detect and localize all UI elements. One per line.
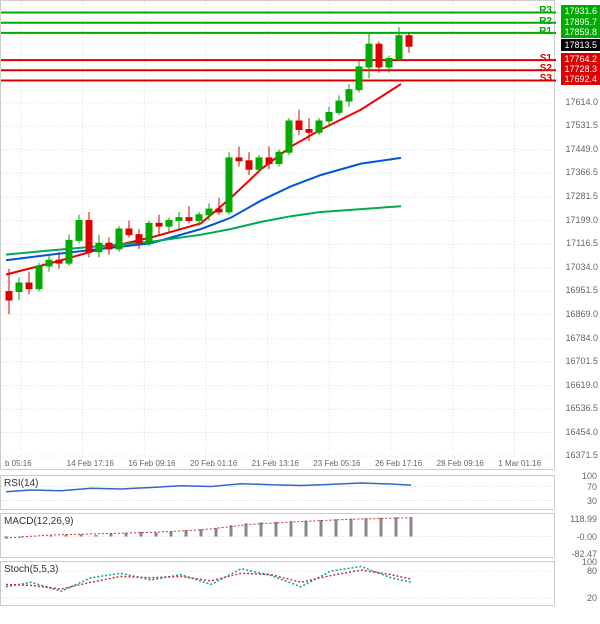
- x-axis-labels: b 05:16 14 Feb 17:16 16 Feb 09:16 20 Feb 01…: [0, 455, 555, 470]
- sr-value-label: 17859.8: [561, 26, 600, 38]
- main-price-chart[interactable]: [0, 0, 555, 470]
- rsi-y-tick: 30: [587, 496, 597, 506]
- y-tick-label: 16371.5: [565, 450, 598, 460]
- rsi-y-tick: 100: [582, 471, 597, 481]
- x-tick-label: 14 Feb 17:16: [67, 459, 114, 468]
- sr-name-label: S3: [540, 73, 552, 84]
- y-tick-label: 17199.0: [565, 215, 598, 225]
- sr-value-label: 17692.4: [561, 73, 600, 85]
- chart-canvas: [1, 1, 556, 471]
- x-tick-label: 26 Feb 17:16: [375, 459, 422, 468]
- x-tick-label: b 05:16: [5, 459, 32, 468]
- y-tick-label: 16701.5: [565, 356, 598, 366]
- stoch-canvas: [1, 562, 556, 607]
- y-tick-label: 16951.5: [565, 285, 598, 295]
- y-tick-label: 17034.0: [565, 262, 598, 272]
- stoch-y-tick: 100: [582, 557, 597, 567]
- y-tick-label: 17614.0: [565, 97, 598, 107]
- x-tick-label: 1 Mar 01:16: [498, 459, 541, 468]
- macd-panel[interactable]: MACD(12,26,9) -82.47-0.00118.99: [0, 513, 555, 558]
- x-tick-label: 28 Feb 09:16: [437, 459, 484, 468]
- macd-y-tick: 118.99: [570, 514, 597, 524]
- x-tick-label: 16 Feb 09:16: [128, 459, 175, 468]
- x-tick-label: 21 Feb 13:16: [252, 459, 299, 468]
- sr-name-label: R1: [539, 26, 552, 37]
- x-tick-label: 20 Feb 01:16: [190, 459, 237, 468]
- y-tick-label: 16619.0: [565, 380, 598, 390]
- y-tick-label: 17366.5: [565, 167, 598, 177]
- y-tick-label: 16869.0: [565, 309, 598, 319]
- y-tick-label: 17116.5: [566, 238, 598, 248]
- macd-canvas: [1, 514, 556, 559]
- y-tick-label: 16536.5: [565, 403, 598, 413]
- macd-y-tick: -0.00: [576, 532, 597, 542]
- y-tick-label: 17281.5: [565, 191, 598, 201]
- y-tick-label: 17531.5: [565, 120, 598, 130]
- stoch-label: Stoch(5,5,3): [4, 564, 58, 575]
- rsi-panel[interactable]: RSI(14) 3070100: [0, 475, 555, 510]
- y-tick-label: 16784.0: [565, 333, 598, 343]
- stoch-y-tick: 80: [587, 566, 597, 576]
- rsi-label: RSI(14): [4, 478, 38, 489]
- y-tick-label: 17449.0: [565, 144, 598, 154]
- stoch-panel[interactable]: Stoch(5,5,3) 2080100: [0, 561, 555, 606]
- y-tick-label: 16454.0: [565, 427, 598, 437]
- chart-container: 16371.5 16454.0 16536.5 16619.0 16701.5 16784…: [0, 0, 600, 624]
- x-tick-label: 23 Feb 05:16: [313, 459, 360, 468]
- current-price-label: 17813.5: [561, 39, 600, 51]
- rsi-y-tick: 70: [587, 482, 597, 492]
- stoch-y-tick: 20: [587, 593, 597, 603]
- rsi-canvas: [1, 476, 556, 511]
- macd-label: MACD(12,26,9): [4, 516, 73, 527]
